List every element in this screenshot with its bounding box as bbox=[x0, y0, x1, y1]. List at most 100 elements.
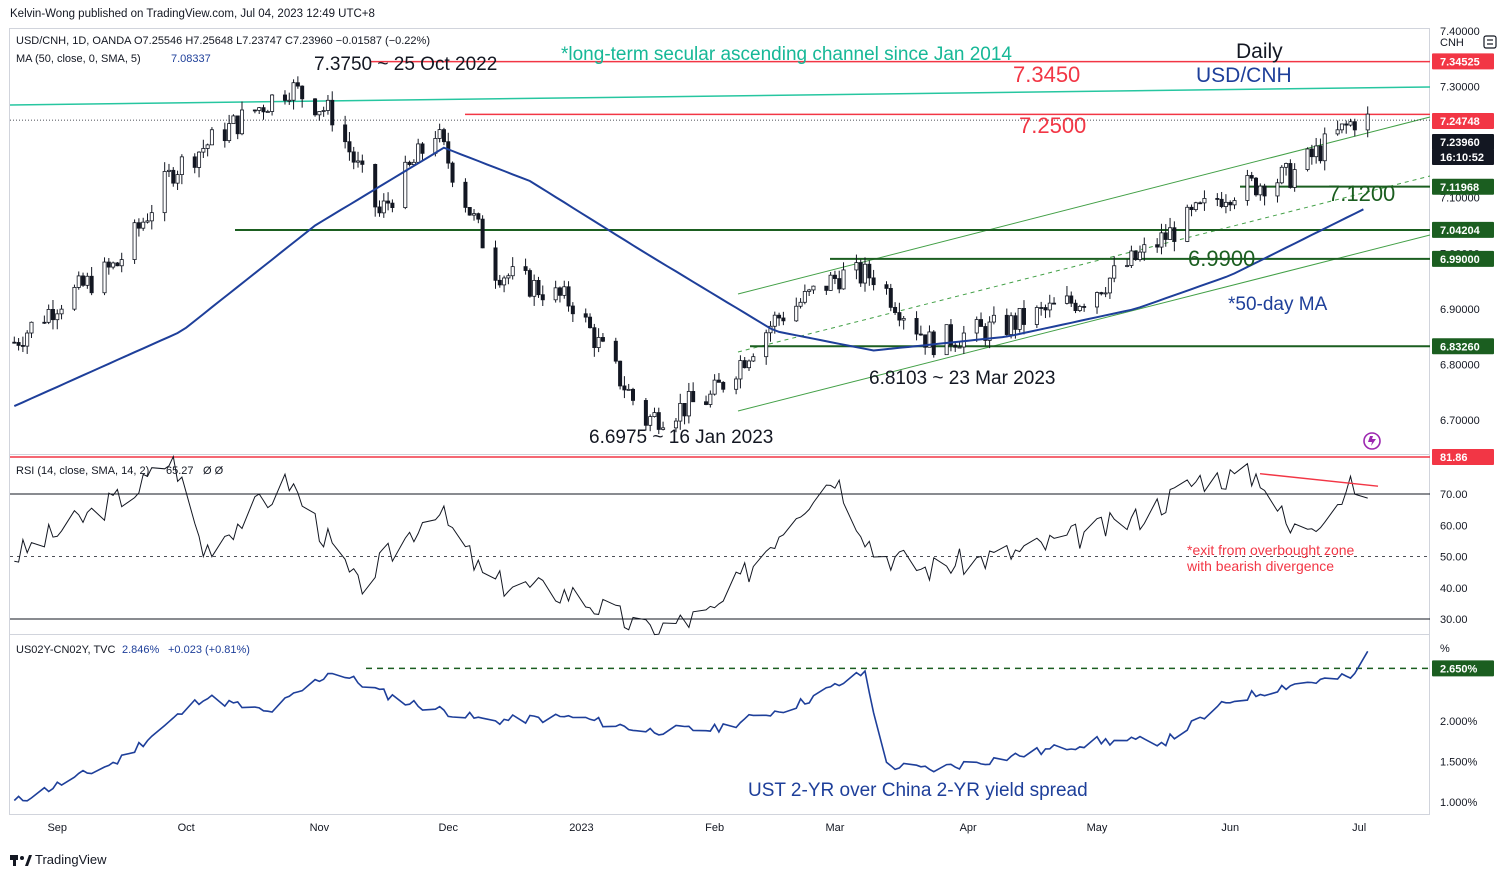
candle-body bbox=[390, 202, 395, 209]
candle-body bbox=[467, 207, 472, 216]
spread-legend-value: 2.846% bbox=[122, 644, 160, 656]
candle-body bbox=[1159, 232, 1164, 248]
candle-body bbox=[738, 360, 743, 380]
candle-body bbox=[742, 360, 747, 369]
tag-countdown-box bbox=[1432, 149, 1494, 165]
time-axis: Sep Oct Nov Dec 2023 Feb Mar Apr May Jun Jul bbox=[47, 822, 1366, 834]
candle-body bbox=[918, 333, 923, 336]
candle-body bbox=[46, 309, 51, 323]
candle-body bbox=[1013, 315, 1018, 330]
candle-body bbox=[111, 262, 116, 268]
channel-lower-line bbox=[737, 234, 1431, 412]
candle-body bbox=[1052, 302, 1057, 305]
time-axis-label: 2023 bbox=[569, 822, 593, 834]
tag-support-2: 7.04204 bbox=[1440, 225, 1481, 237]
candle-body bbox=[261, 107, 266, 113]
candle-body bbox=[81, 275, 86, 286]
axis-unit: CNH bbox=[1440, 37, 1464, 49]
candle-body bbox=[832, 274, 837, 279]
candle-body bbox=[1133, 250, 1138, 261]
candle-body bbox=[55, 313, 60, 321]
candle-body bbox=[1073, 302, 1078, 311]
candle-body bbox=[1064, 295, 1069, 304]
candle-body bbox=[1245, 175, 1250, 201]
candle-body bbox=[497, 279, 502, 286]
candle-body bbox=[119, 259, 124, 267]
candle-body bbox=[747, 360, 752, 369]
candle-body bbox=[1344, 123, 1349, 126]
candle-body bbox=[351, 151, 356, 163]
rsi-legend-extra: Ø Ø bbox=[203, 465, 224, 477]
price-tags: 7.34525 7.24748 7.23960 16:10:52 7.11968 7.04… bbox=[1432, 53, 1494, 677]
candle-body bbox=[1077, 306, 1082, 311]
candle-body bbox=[42, 321, 47, 324]
candle-body bbox=[592, 327, 597, 348]
candle-body bbox=[270, 94, 275, 112]
candle-body bbox=[1305, 148, 1310, 170]
candle-body bbox=[622, 385, 627, 391]
candle-body bbox=[416, 143, 421, 163]
candle-body bbox=[884, 284, 889, 289]
candle-body bbox=[807, 289, 812, 292]
candle-body bbox=[321, 110, 326, 112]
candle-body bbox=[1215, 198, 1220, 200]
candle-body bbox=[450, 162, 455, 183]
candle-body bbox=[209, 129, 214, 146]
candle-body bbox=[596, 337, 601, 348]
spread-pane-frame bbox=[9, 634, 1430, 815]
tag-countdown: 16:10:52 bbox=[1440, 152, 1484, 164]
candle-body bbox=[1335, 129, 1340, 135]
candle-body bbox=[25, 332, 30, 347]
candle-body bbox=[1198, 202, 1203, 205]
candle-body bbox=[1314, 145, 1319, 158]
time-axis-label: Mar bbox=[825, 822, 844, 834]
candle-body bbox=[141, 221, 146, 229]
candle-body bbox=[480, 218, 485, 249]
candle-body bbox=[686, 391, 691, 417]
time-axis-label: Feb bbox=[705, 822, 724, 834]
candle-body bbox=[381, 200, 386, 214]
candle-body bbox=[1365, 113, 1370, 131]
symbol-line: USD/CNH, 1D, OANDA O7.25546 H7.25648 L7.… bbox=[16, 35, 430, 47]
tag-resistance-2: 7.24748 bbox=[1440, 116, 1480, 128]
price-axis-label: 6.90000 bbox=[1440, 304, 1480, 316]
candle-body bbox=[914, 318, 919, 335]
spread-legend-change: +0.023 (+0.81%) bbox=[168, 644, 250, 656]
candle-body bbox=[282, 94, 287, 101]
candle-body bbox=[536, 280, 541, 296]
support-1-label: 7.1200 bbox=[1328, 181, 1395, 206]
candles bbox=[12, 76, 1370, 435]
candle-body bbox=[1069, 295, 1074, 304]
tag-resistance-1-box bbox=[1432, 53, 1494, 70]
candle-body bbox=[446, 141, 451, 164]
candle-body bbox=[957, 346, 962, 349]
secular-channel-line bbox=[9, 86, 1431, 106]
candle-body bbox=[1137, 251, 1142, 261]
candle-body bbox=[257, 107, 262, 111]
candle-body bbox=[652, 412, 657, 417]
candle-body bbox=[171, 169, 176, 184]
support-2-label: 6.9900 bbox=[1188, 246, 1255, 271]
time-axis-label: Sep bbox=[47, 822, 67, 834]
candle-body bbox=[1185, 206, 1190, 242]
time-axis-label: Jul bbox=[1352, 822, 1366, 834]
published-line: Kelvin-Wong published on TradingView.com… bbox=[10, 8, 375, 20]
candle-body bbox=[1095, 292, 1100, 308]
candle-body bbox=[231, 115, 236, 125]
snapshot-icon[interactable] bbox=[1363, 432, 1381, 450]
candle-body bbox=[979, 319, 984, 327]
rsi-axis-label: 30.00 bbox=[1440, 614, 1468, 626]
candle-body bbox=[1129, 250, 1134, 266]
candle-body bbox=[828, 274, 833, 291]
candle-body bbox=[557, 287, 562, 296]
candle-body bbox=[1279, 166, 1284, 184]
settings-icon[interactable] bbox=[1483, 35, 1497, 49]
candle-body bbox=[1004, 314, 1009, 335]
candle-body bbox=[583, 313, 588, 318]
candle-body bbox=[841, 269, 846, 290]
candle-body bbox=[893, 306, 898, 313]
time-axis-label: Jun bbox=[1221, 822, 1239, 834]
candle-body bbox=[1107, 277, 1112, 294]
candle-body bbox=[523, 266, 528, 271]
candle-body bbox=[197, 151, 202, 168]
